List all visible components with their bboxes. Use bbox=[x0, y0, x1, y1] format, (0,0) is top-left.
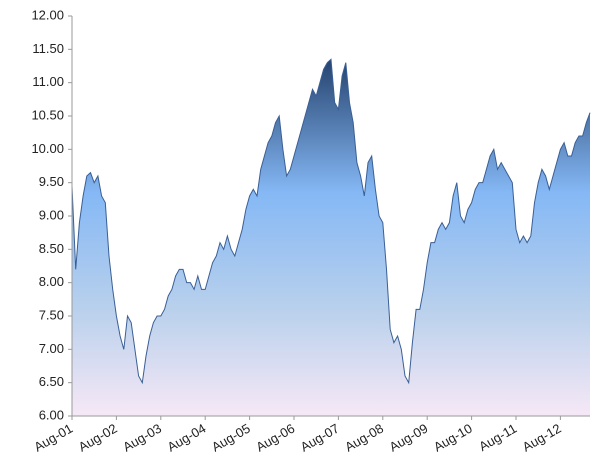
x-tick-label: Aug-12 bbox=[520, 421, 564, 455]
y-tick-label: 9.50 bbox=[39, 174, 64, 189]
x-tick-label: Aug-01 bbox=[31, 421, 75, 455]
x-tick-label: Aug-11 bbox=[476, 421, 519, 454]
area-line bbox=[71, 58, 591, 385]
y-tick-label: 7.00 bbox=[39, 341, 64, 356]
y-tick-label: 12.00 bbox=[31, 7, 64, 22]
y-tick-label: 8.50 bbox=[39, 241, 64, 256]
y-tick-label: 11.00 bbox=[32, 74, 64, 89]
y-tick-label: 6.50 bbox=[39, 374, 64, 389]
y-tick-label: 10.00 bbox=[31, 141, 64, 156]
x-tick-label: Aug-09 bbox=[387, 421, 431, 455]
y-tick-label: 10.50 bbox=[31, 107, 64, 122]
x-tick-label: Aug-07 bbox=[298, 421, 342, 455]
x-tick-label: Aug-05 bbox=[209, 421, 253, 455]
y-tick-label: 7.50 bbox=[39, 307, 64, 322]
y-tick-label: 9.00 bbox=[39, 207, 64, 222]
x-tick-label: Aug-06 bbox=[253, 421, 297, 455]
y-tick-label: 8.00 bbox=[39, 274, 64, 289]
x-tick-label: Aug-04 bbox=[165, 421, 209, 455]
area-fill bbox=[72, 59, 590, 416]
x-tick-label: Aug-10 bbox=[431, 421, 475, 455]
x-tick-label: Aug-02 bbox=[76, 421, 120, 455]
x-tick-label: Aug-03 bbox=[120, 421, 164, 455]
x-tick-label: Aug-08 bbox=[342, 421, 386, 455]
y-tick-label: 6.00 bbox=[39, 407, 64, 422]
y-tick-label: 11.50 bbox=[32, 41, 64, 56]
